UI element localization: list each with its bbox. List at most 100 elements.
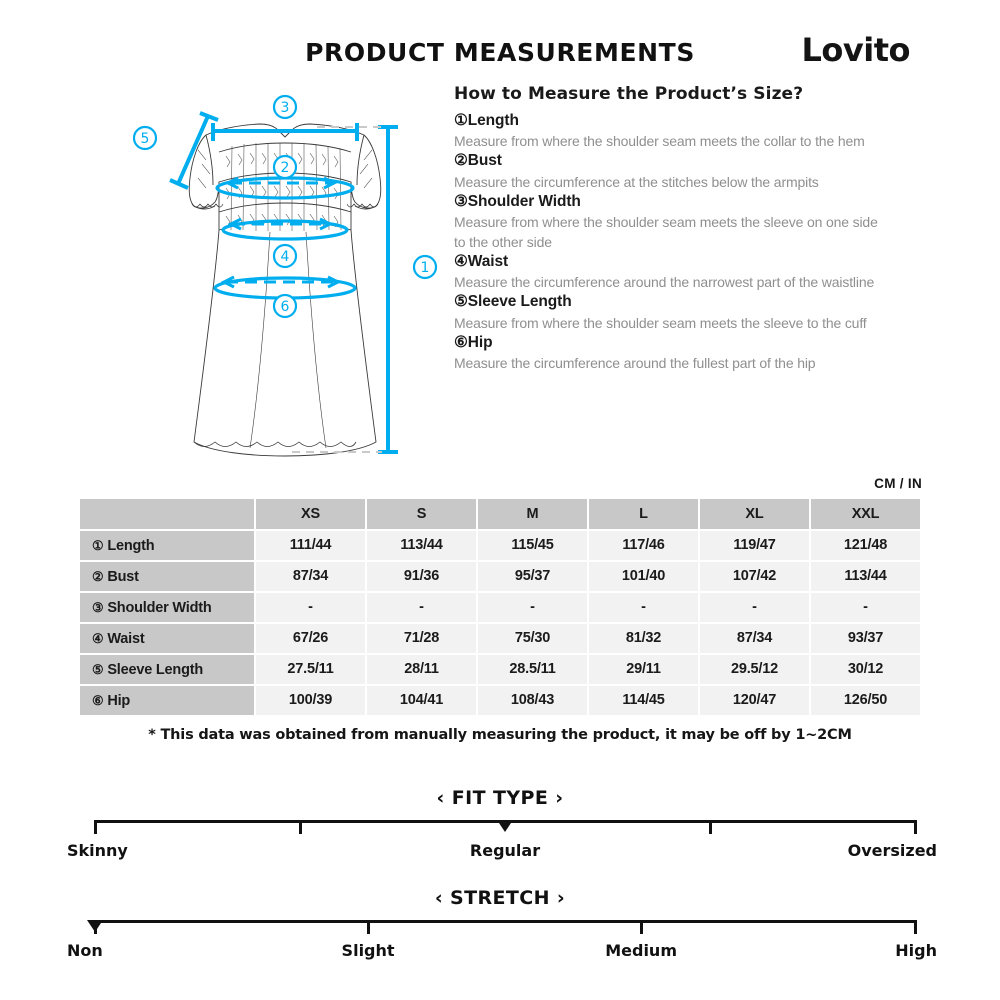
cell-bust-m: 95/37 (478, 562, 587, 591)
callout-1-length-line (378, 125, 398, 454)
table-col-header-s: S (367, 499, 476, 529)
callout-badge-3: 3 (272, 94, 298, 120)
measure-item-shoulder-width-name: Shoulder Width (467, 192, 581, 210)
callout-4-waist-ellipse (221, 217, 349, 241)
callout-badge-5: 5 (132, 125, 158, 151)
cell-waist-xxl: 93/37 (811, 624, 920, 653)
how-to-measure-block: How to Measure the Product’s Size? ①Leng… (454, 84, 884, 373)
unit-label: CM / IN (874, 476, 922, 491)
cell-hip-xl: 120/47 (700, 686, 809, 715)
measure-item-waist-desc: Measure the circumference around the nar… (454, 274, 875, 291)
row-num-waist: ④ (92, 631, 104, 646)
cell-hip-m: 108/43 (478, 686, 587, 715)
cell-waist-l: 81/32 (589, 624, 698, 653)
measure-item-waist-name: Waist (467, 252, 509, 270)
cell-hip-l: 114/45 (589, 686, 698, 715)
cell-length-xs: 111/44 (256, 531, 365, 560)
cell-waist-xl: 87/34 (700, 624, 809, 653)
row-label-shoulder-width: Shoulder Width (107, 600, 212, 616)
cell-sleeve-length-l: 29/11 (589, 655, 698, 684)
row-num-length: ① (92, 538, 104, 553)
table-header-row: XS S M L XL XXL (80, 499, 920, 529)
measure-item-waist: ④Waist Measure the circumference around … (454, 252, 884, 292)
callout-badge-4: 4 (272, 243, 298, 269)
cell-sleeve-length-m: 28.5/11 (478, 655, 587, 684)
svg-text:4: 4 (281, 249, 290, 265)
callout-badge-1: 1 (412, 254, 438, 280)
table-col-header-l: L (589, 499, 698, 529)
size-table: XS S M L XL XXL ① Length 111/44 113/44 1… (80, 499, 920, 717)
table-row: ② Bust 87/34 91/36 95/37 101/40 107/42 1… (80, 562, 920, 591)
fit-type-marker (497, 820, 513, 832)
stretch-marker (87, 920, 103, 932)
row-num-bust: ② (92, 569, 104, 584)
row-header-bust: ② Bust (80, 562, 254, 591)
row-num-shoulder-width: ③ (92, 600, 104, 615)
stretch-tick-3 (914, 920, 917, 934)
measure-item-sleeve-length-num: ⑤ (454, 293, 468, 311)
cell-bust-s: 91/36 (367, 562, 476, 591)
svg-text:2: 2 (281, 160, 290, 176)
fit-type-title: ‹ FIT TYPE › (436, 787, 564, 809)
measure-item-shoulder-width-desc: Measure from where the shoulder seam mee… (454, 213, 878, 250)
cell-shoulder-width-s: - (367, 593, 476, 622)
svg-text:1: 1 (421, 260, 430, 276)
cell-length-l: 117/46 (589, 531, 698, 560)
fit-type-tick-1 (299, 820, 302, 834)
measure-item-length-name: Length (467, 112, 519, 129)
stretch-label-medium: Medium (605, 941, 677, 960)
fit-type-labels: Skinny Regular Oversized (67, 841, 937, 863)
cell-hip-xs: 100/39 (256, 686, 365, 715)
table-row: ① Length 111/44 113/44 115/45 117/46 119… (80, 531, 920, 560)
fit-type-scale: Skinny Regular Oversized (67, 820, 937, 863)
table-header-corner (80, 499, 254, 529)
stretch-label-non: Non (67, 941, 103, 960)
stretch-tick-2 (640, 920, 643, 934)
cell-shoulder-width-xxl: - (811, 593, 920, 622)
svg-text:5: 5 (141, 131, 150, 147)
fit-type-label-regular: Regular (469, 841, 541, 860)
measure-item-shoulder-width: ③Shoulder Width Measure from where the s… (454, 192, 884, 252)
cell-length-xxl: 121/48 (811, 531, 920, 560)
stretch-bar[interactable] (87, 920, 917, 934)
brand-logo: Lovito (801, 31, 911, 69)
svg-text:3: 3 (281, 100, 290, 116)
cell-length-xl: 119/47 (700, 531, 809, 560)
table-row: ④ Waist 67/26 71/28 75/30 81/32 87/34 93… (80, 624, 920, 653)
fit-type-tick-2 (709, 820, 712, 834)
measure-item-bust-name: Bust (467, 152, 502, 170)
measure-item-bust-num: ② (454, 152, 468, 170)
row-header-shoulder-width: ③ Shoulder Width (80, 593, 254, 622)
measure-item-length: ①Length Measure from where the shoulder … (454, 111, 884, 151)
row-header-sleeve-length: ⑤ Sleeve Length (80, 655, 254, 684)
table-col-header-xs: XS (256, 499, 365, 529)
stretch-tick-1 (367, 920, 370, 934)
callout-badge-6: 6 (272, 293, 298, 319)
table-col-header-m: M (478, 499, 587, 529)
row-num-hip: ⑥ (92, 693, 104, 708)
cell-shoulder-width-xs: - (256, 593, 365, 622)
fit-type-bar[interactable] (94, 820, 917, 834)
cell-sleeve-length-xs: 27.5/11 (256, 655, 365, 684)
row-header-waist: ④ Waist (80, 624, 254, 653)
measure-item-length-desc: Measure from where the shoulder seam mee… (454, 133, 865, 150)
measure-item-sleeve-length-name: Sleeve Length (467, 293, 572, 311)
row-header-length: ① Length (80, 531, 254, 560)
measure-item-sleeve-length-desc: Measure from where the shoulder seam mee… (454, 314, 867, 331)
measure-item-hip-name: Hip (467, 333, 493, 351)
cell-waist-xs: 67/26 (256, 624, 365, 653)
table-col-header-xl: XL (700, 499, 809, 529)
cell-bust-xxl: 113/44 (811, 562, 920, 591)
dress-diagram-svg: 3 5 2 4 6 (132, 94, 438, 457)
row-label-hip: Hip (107, 693, 131, 709)
measure-item-hip: ⑥Hip Measure the circumference around th… (454, 333, 884, 373)
how-to-measure-title: How to Measure the Product’s Size? (454, 84, 804, 104)
stretch-label-high: High (895, 941, 937, 960)
stretch-axis (95, 920, 915, 923)
measure-item-waist-num: ④ (454, 252, 468, 270)
table-row: ③ Shoulder Width - - - - - - (80, 593, 920, 622)
row-label-bust: Bust (107, 569, 139, 585)
cell-bust-xl: 107/42 (700, 562, 809, 591)
measure-item-hip-desc: Measure the circumference around the ful… (454, 354, 816, 371)
